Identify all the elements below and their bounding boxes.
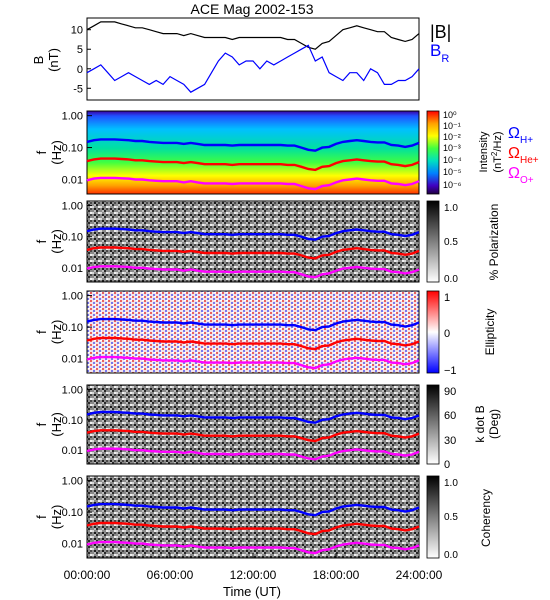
svg-text:10⁻⁶: 10⁻⁶	[443, 180, 462, 190]
figure-title: ACE Mag 2002-153	[191, 1, 314, 17]
colorbar-tick-labels: 10⁰ 10⁻¹ 10⁻² 10⁻³ 10⁻⁴ 10⁻⁵ 10⁻⁶	[443, 110, 462, 190]
y-axis-label: B(nT)	[31, 48, 61, 72]
y-tick-label: 0.10	[62, 507, 83, 519]
panel-magnetic-field: 10 5 0 -5 B(nT) |B| BR	[31, 17, 451, 101]
omega-h-line	[86, 502, 420, 517]
colorbar-tick-labels: 90 60 30 0	[444, 386, 456, 471]
y-tick-label: 0.01	[62, 539, 83, 551]
colorbar-coherency	[426, 475, 440, 559]
omega-he-line	[86, 336, 420, 351]
omega-h-line	[86, 410, 420, 424]
y-tick-label: 1.00	[62, 111, 83, 123]
y-tick-label: 0.10	[62, 232, 83, 244]
spectrogram-overlays: 1.00 0.10 0.01 f(Hz) 1.00 0.10 0.01 f(Hz) 1.00 0.…	[34, 111, 420, 555]
y-tick-label: 0.01	[62, 354, 83, 366]
x-axis-label: Time (UT)	[223, 584, 281, 599]
panel-k-dot-b: 90 60 30 0 k dot B (Deg)	[86, 384, 501, 471]
y-tick-label: 0.01	[62, 445, 83, 457]
omega-o-line	[86, 355, 420, 370]
omega-he-line	[86, 246, 420, 260]
y-tick-label: 0.01	[62, 263, 83, 275]
svg-text:60: 60	[444, 410, 456, 422]
x-axis: 00:00:00 06:00:00 12:00:00 18:00:00 24:00:00	[64, 553, 443, 582]
y-tick-label: 0.10	[62, 415, 83, 427]
colorbar-label-polarization: % Polarization	[487, 204, 501, 281]
y-tick-label: 1.00	[62, 291, 83, 303]
svg-text:1.0: 1.0	[444, 478, 458, 489]
omega-o-line	[86, 540, 420, 555]
y-axis-label: f(Hz)	[34, 320, 64, 345]
y-axis-label: f(Hz)	[34, 229, 64, 254]
y-tick-label: 0.10	[62, 143, 83, 155]
colorbar-label-ellipticity: Ellipticity	[483, 309, 497, 356]
x-tick-label: 00:00:00	[64, 568, 111, 582]
omega-o-line	[86, 265, 420, 279]
y-tick-label: 0.10	[62, 322, 83, 334]
svg-text:10⁰: 10⁰	[443, 110, 457, 120]
omega-he-line	[86, 157, 420, 172]
y-tick-label: 0.01	[62, 174, 83, 186]
colorbar-polarization	[426, 200, 440, 283]
series-b-r-line	[86, 44, 420, 93]
omega-h-line	[86, 227, 420, 241]
svg-text:10⁻²: 10⁻²	[443, 132, 461, 142]
y-axis-label: f(Hz)	[34, 505, 64, 530]
omega-o-line	[86, 176, 420, 191]
y-tick-label: 1.00	[62, 201, 83, 213]
svg-text:1: 1	[444, 292, 450, 304]
svg-text:10⁻⁵: 10⁻⁵	[443, 167, 462, 177]
y-tick-label: 0	[77, 64, 83, 76]
y-tick-label: 1.00	[62, 476, 83, 488]
legend-omega-he: ΩHe+	[508, 145, 539, 166]
svg-text:0.0: 0.0	[444, 550, 458, 561]
colorbar-units-intensity: (nT2/Hz)	[490, 131, 504, 172]
svg-text:0: 0	[444, 328, 450, 340]
svg-text:90: 90	[444, 386, 456, 398]
colorbar-k-dot-b	[426, 384, 440, 465]
x-tick-label: 06:00:00	[147, 568, 194, 582]
colorbar-label-k-dot-b: k dot B	[473, 405, 487, 442]
x-tick-label: 18:00:00	[313, 568, 360, 582]
y-tick-labels: 10 5 0 -5	[71, 25, 91, 95]
colorbar-tick-labels: 1 0 −1	[444, 292, 457, 377]
omega-h-line	[86, 317, 420, 332]
y-axis-label: f(Hz)	[34, 412, 64, 437]
legend-omega-o: ΩO+	[508, 165, 534, 186]
svg-text:1.0: 1.0	[444, 203, 458, 214]
svg-text:0.5: 0.5	[444, 512, 458, 523]
y-tick-label: 10	[71, 25, 83, 37]
svg-text:0: 0	[444, 459, 450, 471]
legend-b-r: BR	[430, 41, 449, 65]
y-axis-label: f(Hz)	[34, 140, 64, 165]
colorbar-tick-labels: 1.0 0.5 0.0	[444, 203, 458, 285]
omega-h-line	[86, 138, 420, 152]
colorbar-ellipticity	[426, 290, 440, 374]
x-tick-label: 12:00:00	[230, 568, 277, 582]
colorbar-units-k-dot-b: (Deg)	[487, 409, 501, 439]
y-tick-label: 5	[77, 44, 83, 56]
svg-text:0.0: 0.0	[444, 274, 458, 285]
legend-b-total: |B|	[430, 22, 451, 42]
colorbar-intensity	[426, 110, 440, 195]
omega-he-line	[86, 429, 420, 443]
colorbar-label-coherency: Coherency	[479, 489, 493, 547]
svg-text:10⁻¹: 10⁻¹	[443, 121, 461, 131]
svg-text:10⁻³: 10⁻³	[443, 143, 461, 153]
omega-o-line	[86, 447, 420, 461]
svg-text:30: 30	[444, 435, 456, 447]
panel-intensity: 10⁰ 10⁻¹ 10⁻² 10⁻³ 10⁻⁴ 10⁻⁵ 10⁻⁶ Intens…	[86, 110, 539, 195]
colorbar-tick-labels: 1.0 0.5 0.0	[444, 478, 458, 561]
svg-text:−1: −1	[444, 365, 457, 377]
colorbar-label-intensity: Intensity	[478, 131, 490, 172]
series-b-total-line	[86, 21, 420, 50]
legend-omega-h: ΩH+	[508, 125, 533, 146]
x-tick-label: 24:00:00	[396, 568, 443, 582]
svg-text:10⁻⁴: 10⁻⁴	[443, 155, 462, 165]
y-tick-label: 1.00	[62, 384, 83, 396]
y-tick-label: -5	[73, 83, 83, 95]
field-traces	[86, 21, 420, 93]
svg-text:0.5: 0.5	[444, 237, 458, 248]
omega-he-line	[86, 521, 420, 536]
